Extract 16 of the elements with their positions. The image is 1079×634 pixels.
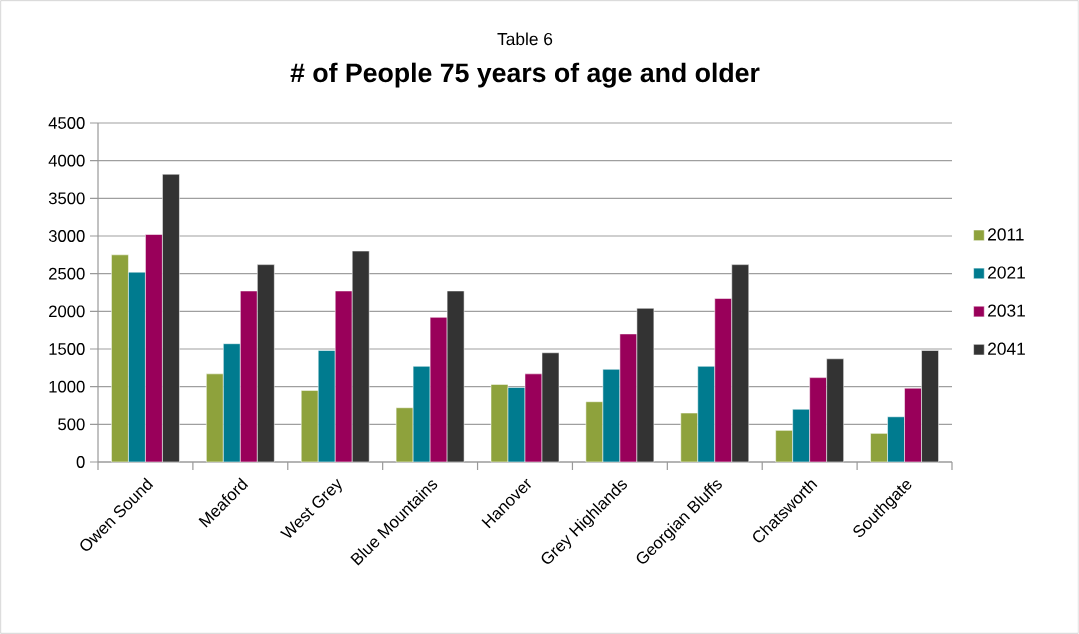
y-tick-label: 0 [76,456,85,468]
y-tick-label: 3000 [48,230,85,242]
y-tick-label: 2500 [49,267,85,280]
legend-label: 2031 [988,304,1025,317]
y-tick-label: 4500 [48,117,85,129]
legend-label: 2021 [988,266,1025,279]
legend-label: 2041 [988,342,1025,355]
y-tick-label: 1500 [49,343,85,355]
y-tick-label: 4000 [48,154,85,167]
legend-label: 2011 [988,228,1024,241]
y-tick-label: 3500 [48,192,85,205]
y-tick-label: 500 [58,418,85,431]
chart-title: # of People 75 years of age and older [290,62,760,88]
y-tick-label: 1000 [49,380,85,393]
y-tick-label: 2000 [49,305,85,318]
chart-subtitle: Table 6 [497,32,553,46]
